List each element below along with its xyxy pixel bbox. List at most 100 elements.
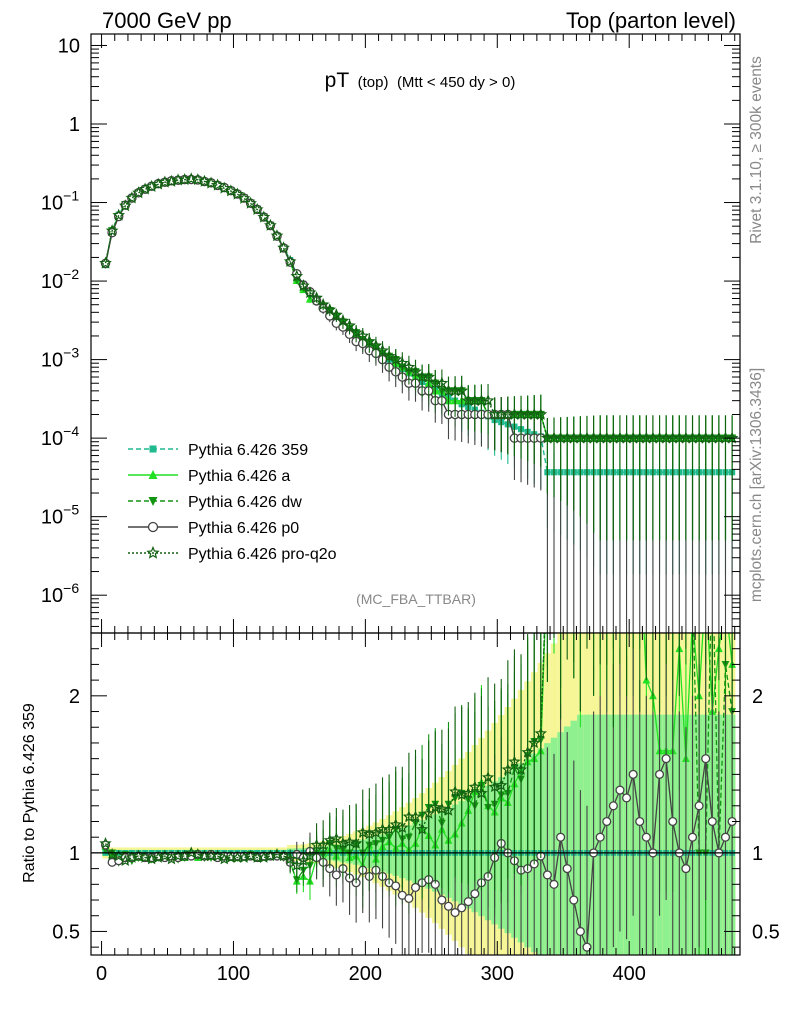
data-point	[250, 202, 264, 215]
data-point	[217, 181, 231, 194]
data-point	[349, 326, 363, 339]
data-point	[349, 837, 363, 849]
header-left: 7000 GeV pp	[102, 8, 232, 33]
data-point	[437, 895, 447, 905]
x-tick-label: 400	[613, 963, 646, 985]
data-point	[147, 521, 159, 533]
legend-item-0: Pythia 6.426 359	[128, 442, 308, 459]
data-point	[481, 394, 495, 407]
header-right: Top (parton level)	[566, 8, 736, 33]
data-point	[457, 903, 467, 913]
data-point	[443, 901, 454, 911]
data-point	[409, 810, 422, 823]
data-point	[292, 268, 302, 279]
data-point	[178, 849, 191, 862]
data-point	[149, 445, 157, 453]
series-4	[99, 172, 739, 541]
legend-item-3: Pythia 6.426 p0	[128, 520, 299, 537]
data-point	[409, 365, 422, 378]
ratio-y-tick-label: 2	[69, 686, 80, 708]
data-point	[463, 897, 473, 907]
data-point	[148, 470, 158, 479]
data-point	[448, 785, 462, 797]
data-point	[297, 279, 310, 292]
ratio-y-tick-label-right: 1	[752, 843, 763, 865]
series-line	[104, 178, 733, 473]
data-point	[362, 334, 376, 347]
x-tick-label: 300	[481, 963, 514, 985]
data-point	[707, 816, 717, 827]
x-tick-label: 0	[96, 963, 107, 985]
data-point	[556, 832, 566, 842]
data-point	[622, 793, 632, 803]
data-point	[277, 241, 290, 254]
data-point	[330, 832, 343, 844]
data-point	[582, 942, 592, 952]
y-tick-label: 10−4	[41, 423, 79, 450]
data-point	[310, 291, 323, 304]
data-point	[118, 199, 132, 212]
data-point	[468, 780, 482, 793]
ratio-y-tick-label: 0.5	[52, 921, 80, 943]
data-point	[450, 908, 460, 918]
data-point	[283, 254, 297, 267]
data-point	[356, 826, 369, 838]
data-point	[112, 849, 125, 862]
data-point	[608, 801, 618, 811]
ratio-y-tick-label-right: 2	[752, 686, 763, 708]
y-tick-label: 10−2	[41, 266, 79, 293]
data-point	[99, 837, 112, 849]
data-point	[343, 835, 356, 848]
data-point	[514, 763, 528, 775]
data-point	[415, 822, 429, 835]
data-point	[402, 360, 416, 373]
data-point	[244, 196, 257, 209]
data-point	[316, 298, 330, 311]
data-point	[595, 832, 605, 842]
legend-label: Pythia 6.426 359	[188, 442, 308, 459]
data-point	[389, 352, 403, 365]
x-tick-label: 200	[349, 963, 382, 985]
ratio-panel: 0 100 200 300 400 0.5 0.5 1 1 2 2 Ratio to Pythia …	[21, 632, 780, 985]
data-point	[534, 407, 548, 420]
data-point	[635, 816, 645, 827]
analysis-label: (MC_FBA_TTBAR)	[356, 591, 476, 607]
data-point	[602, 816, 612, 827]
data-point	[521, 745, 534, 758]
mcplots-label: mcplots.cern.ch [arXiv:1306.3436]	[748, 368, 765, 602]
y-tick-label: 10−5	[41, 502, 79, 529]
series-3	[100, 174, 733, 633]
data-point	[369, 826, 383, 838]
data-point	[158, 849, 172, 862]
data-point	[470, 889, 480, 899]
ratio-y-tick-label-right: 0.5	[752, 921, 780, 943]
data-point	[211, 178, 224, 191]
data-point	[615, 785, 625, 795]
series-line	[104, 178, 733, 439]
data-point	[112, 208, 126, 221]
data-point	[382, 349, 396, 362]
main-panel: 10 1 10−1 10−2 10−3 10−4 10−5 10−6 pT (top) (Mt…	[41, 33, 741, 634]
data-point	[508, 755, 521, 768]
data-point	[376, 343, 389, 357]
data-point	[343, 319, 356, 332]
y-tick-label: 10−3	[41, 345, 79, 372]
data-point	[284, 852, 297, 865]
data-point	[336, 314, 350, 327]
data-point	[237, 191, 251, 204]
data-point	[628, 769, 638, 779]
data-point	[562, 864, 572, 874]
data-point	[270, 229, 284, 242]
data-point	[323, 303, 337, 316]
data-point	[356, 329, 370, 342]
data-point	[105, 224, 119, 237]
data-point	[303, 849, 317, 862]
y-tick-label: 10−1	[41, 188, 79, 215]
data-point	[442, 804, 455, 816]
data-point	[429, 800, 442, 813]
data-point	[138, 851, 152, 863]
data-point	[204, 176, 218, 189]
data-point	[198, 174, 211, 187]
data-point	[389, 818, 402, 830]
data-point	[330, 308, 343, 321]
